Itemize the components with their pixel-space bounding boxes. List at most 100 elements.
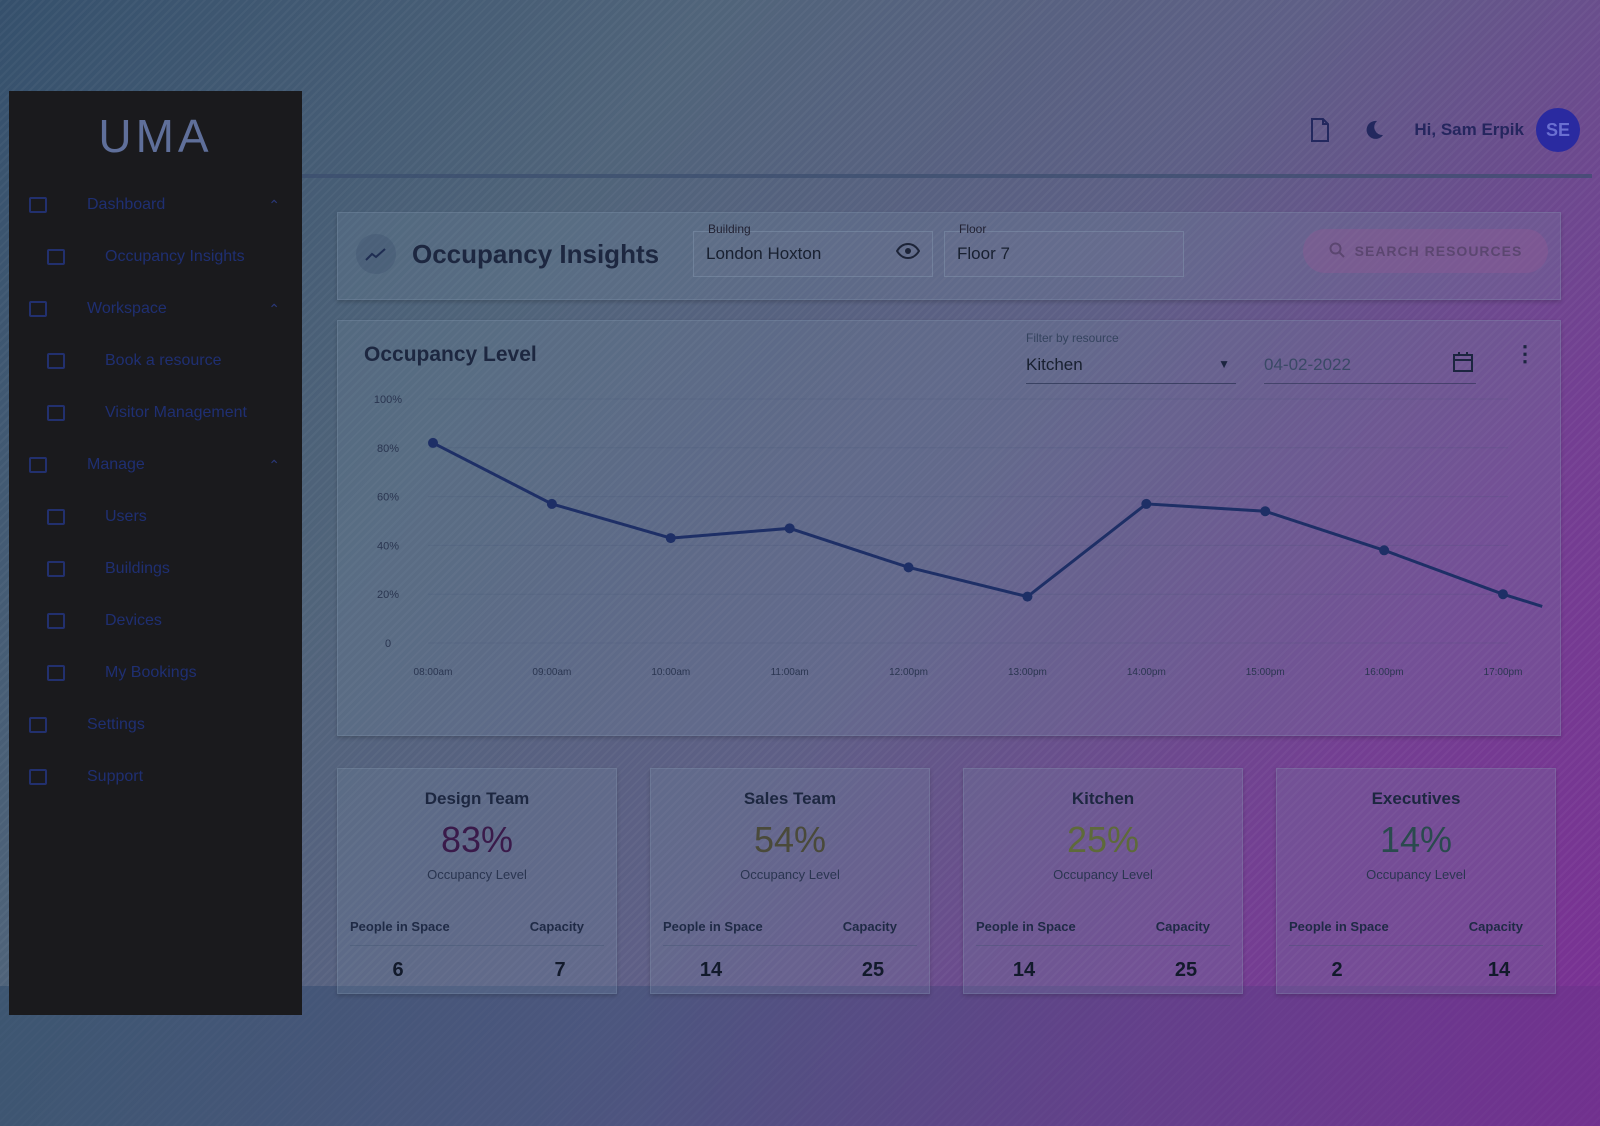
filter-value: Kitchen [1026, 355, 1083, 374]
sidebar-item-label: Buildings [105, 560, 170, 577]
floor-field-value: Floor 7 [957, 244, 1010, 263]
y-tick-label: 100% [374, 394, 402, 406]
bookings-icon [45, 662, 67, 684]
search-resources-label: SEARCH RESOURCES [1354, 243, 1523, 259]
sidebar-item-settings[interactable]: Settings [9, 699, 302, 751]
sidebar-item-label: Users [105, 508, 147, 525]
sidebar-item-label: Settings [87, 716, 145, 733]
card-subtitle: Occupancy Level [1366, 867, 1466, 882]
capacity-label: Capacity [842, 919, 897, 934]
sidebar-item-workspace[interactable]: Workspace ⌃ [9, 283, 302, 335]
card-subtitle: Occupancy Level [1053, 867, 1153, 882]
eye-icon[interactable] [895, 242, 921, 264]
workspace-icon [27, 298, 49, 320]
card-divider [976, 945, 1230, 946]
x-tick-label: 12:00pm [889, 667, 928, 678]
calendar-icon[interactable] [1452, 351, 1474, 379]
data-point[interactable] [1379, 545, 1390, 556]
sidebar-nav: Dashboard ⌃ Occupancy Insights Workspace ⌃ Bo… [9, 179, 302, 803]
data-point[interactable] [428, 437, 438, 448]
building-icon [45, 558, 67, 580]
sidebar-item-label: Occupancy Insights [105, 248, 245, 265]
people-label: People in Space [350, 919, 450, 934]
capacity-label: Capacity [1155, 919, 1210, 934]
trending-icon [45, 246, 67, 268]
x-tick-label: 13:00pm [1008, 667, 1047, 678]
people-label: People in Space [1289, 919, 1389, 934]
chevron-up-icon[interactable]: ⌃ [268, 456, 280, 473]
sidebar-item-label: My Bookings [105, 664, 197, 681]
sidebar-item-visitor-management[interactable]: Visitor Management [9, 387, 302, 439]
more-options-icon[interactable]: ⋮ [1514, 341, 1536, 366]
sidebar-item-occupancy-insights[interactable]: Occupancy Insights [9, 231, 302, 283]
users-icon [45, 506, 67, 528]
capacity-count: 25 [1174, 959, 1198, 981]
device-icon [45, 610, 67, 632]
data-point[interactable] [1141, 498, 1152, 509]
sidebar-item-label: Devices [105, 612, 162, 629]
occupancy-card[interactable]: Kitchen 25% Occupancy Level People in Space… [963, 768, 1243, 994]
sidebar-item-label: Visitor Management [105, 404, 247, 421]
card-percent: 83% [440, 819, 514, 860]
sidebar-item-label: Manage [87, 456, 145, 473]
building-field-label: Building [708, 222, 751, 236]
chevron-up-icon[interactable]: ⌃ [268, 300, 280, 317]
occupancy-card[interactable]: Sales Team 54% Occupancy Level People in Sp… [650, 768, 930, 994]
card-percent: 14% [1379, 819, 1453, 860]
app-logo[interactable]: UMA [98, 110, 213, 162]
capacity-count: 7 [554, 959, 566, 981]
card-title: Kitchen [1071, 789, 1135, 808]
x-tick-label: 15:00pm [1246, 667, 1285, 678]
sidebar-item-dashboard[interactable]: Dashboard ⌃ [9, 179, 302, 231]
sidebar-item-support[interactable]: Support [9, 751, 302, 803]
sidebar-item-devices[interactable]: Devices [9, 595, 302, 647]
sidebar-item-label: Support [87, 768, 144, 785]
sidebar-item-buildings[interactable]: Buildings [9, 543, 302, 595]
sidebar-item-users[interactable]: Users [9, 491, 302, 543]
trending-icon [356, 234, 396, 274]
floor-field[interactable]: Floor Floor 7 [944, 222, 1184, 277]
date-picker[interactable]: 04-02-2022 [1264, 341, 1476, 384]
x-tick-label: 16:00pm [1365, 667, 1404, 678]
avatar[interactable]: SE [1536, 108, 1580, 152]
resource-filter-select[interactable]: Filter by resource Kitchen ▼ [1026, 331, 1236, 384]
data-point[interactable] [784, 523, 795, 534]
header-divider [302, 174, 1592, 178]
data-point[interactable] [665, 533, 676, 544]
people-label: People in Space [663, 919, 763, 934]
x-tick-label: 14:00pm [1127, 667, 1166, 678]
data-point[interactable] [1260, 506, 1271, 517]
moon-icon[interactable] [1360, 116, 1388, 144]
card-title: Design Team [424, 789, 530, 808]
card-subtitle: Occupancy Level [427, 867, 527, 882]
sidebar-item-my-bookings[interactable]: My Bookings [9, 647, 302, 699]
data-point[interactable] [546, 498, 557, 509]
search-resources-button[interactable]: SEARCH RESOURCES [1303, 229, 1548, 273]
document-icon[interactable] [1306, 116, 1334, 144]
chevron-down-icon: ▼ [1218, 357, 1230, 371]
insights-header-panel: Occupancy Insights Building London Hoxto… [337, 212, 1561, 300]
capacity-count: 25 [861, 959, 885, 981]
manage-icon [27, 454, 49, 476]
people-count: 6 [392, 959, 404, 981]
capacity-label: Capacity [529, 919, 584, 934]
building-field[interactable]: Building London Hoxton [693, 222, 933, 277]
user-greeting[interactable]: Hi, Sam Erpik [1414, 120, 1524, 139]
date-value: 04-02-2022 [1264, 355, 1351, 374]
chevron-up-icon[interactable]: ⌃ [268, 196, 280, 213]
data-point[interactable] [1498, 589, 1508, 600]
data-point[interactable] [903, 562, 914, 573]
occupancy-card[interactable]: Executives 14% Occupancy Level People in Sp… [1276, 768, 1556, 994]
sidebar-item-book-a-resource[interactable]: Book a resource [9, 335, 302, 387]
y-tick-label: 20% [377, 589, 399, 601]
card-divider [350, 945, 604, 946]
x-tick-label: 09:00am [532, 667, 571, 678]
capacity-label: Capacity [1468, 919, 1523, 934]
sidebar-item-manage[interactable]: Manage ⌃ [9, 439, 302, 491]
data-point[interactable] [1022, 591, 1033, 602]
series-line [432, 441, 1543, 608]
floor-field-label: Floor [959, 222, 987, 236]
support-icon [27, 766, 49, 788]
sidebar-item-label: Dashboard [87, 196, 166, 213]
occupancy-card[interactable]: Design Team 83% Occupancy Level People in S… [337, 768, 617, 994]
